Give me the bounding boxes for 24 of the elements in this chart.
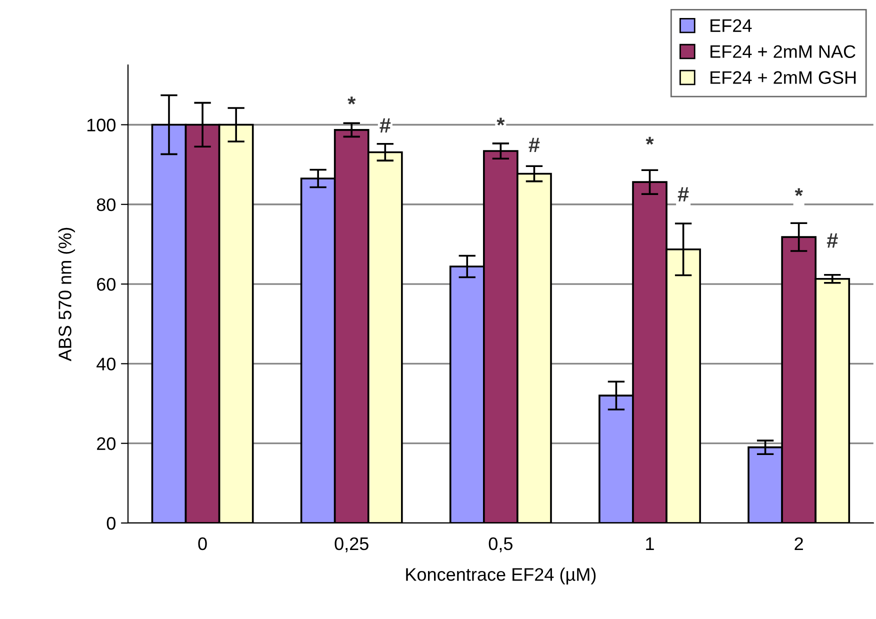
annotation: # [380, 118, 391, 133]
y-tick-label: 80 [96, 198, 116, 212]
annotation: * [646, 136, 654, 145]
annotation: # [826, 233, 838, 248]
x-tick-label: 2 [794, 537, 803, 550]
x-tick-label: 1 [646, 538, 654, 550]
legend-label: EF24 + 2mM GSH [710, 71, 856, 84]
annotation: # [528, 138, 540, 152]
x-tick-label: 0 [198, 537, 207, 550]
y-tick-label: 60 [97, 278, 116, 291]
y-tick-label: 20 [97, 437, 116, 450]
annotation: * [496, 118, 505, 126]
y-tick-label: 100 [87, 118, 116, 132]
x-axis-title: Koncentrace EF24 (µM) [406, 568, 596, 584]
y-tick-label: 0 [106, 516, 116, 530]
annotation: * [794, 188, 803, 196]
x-tick-label: 0,25 [334, 537, 368, 552]
y-axis-title: ABS 570 nm (%) [58, 228, 75, 362]
y-tick-label: 40 [96, 358, 116, 370]
annotation: # [678, 187, 689, 202]
legend-label: EF24 [710, 19, 752, 32]
x-tick-label: 0,5 [488, 537, 512, 552]
annotation: * [348, 96, 356, 104]
legend-label: EF24 + 2mM NAC [710, 45, 856, 58]
